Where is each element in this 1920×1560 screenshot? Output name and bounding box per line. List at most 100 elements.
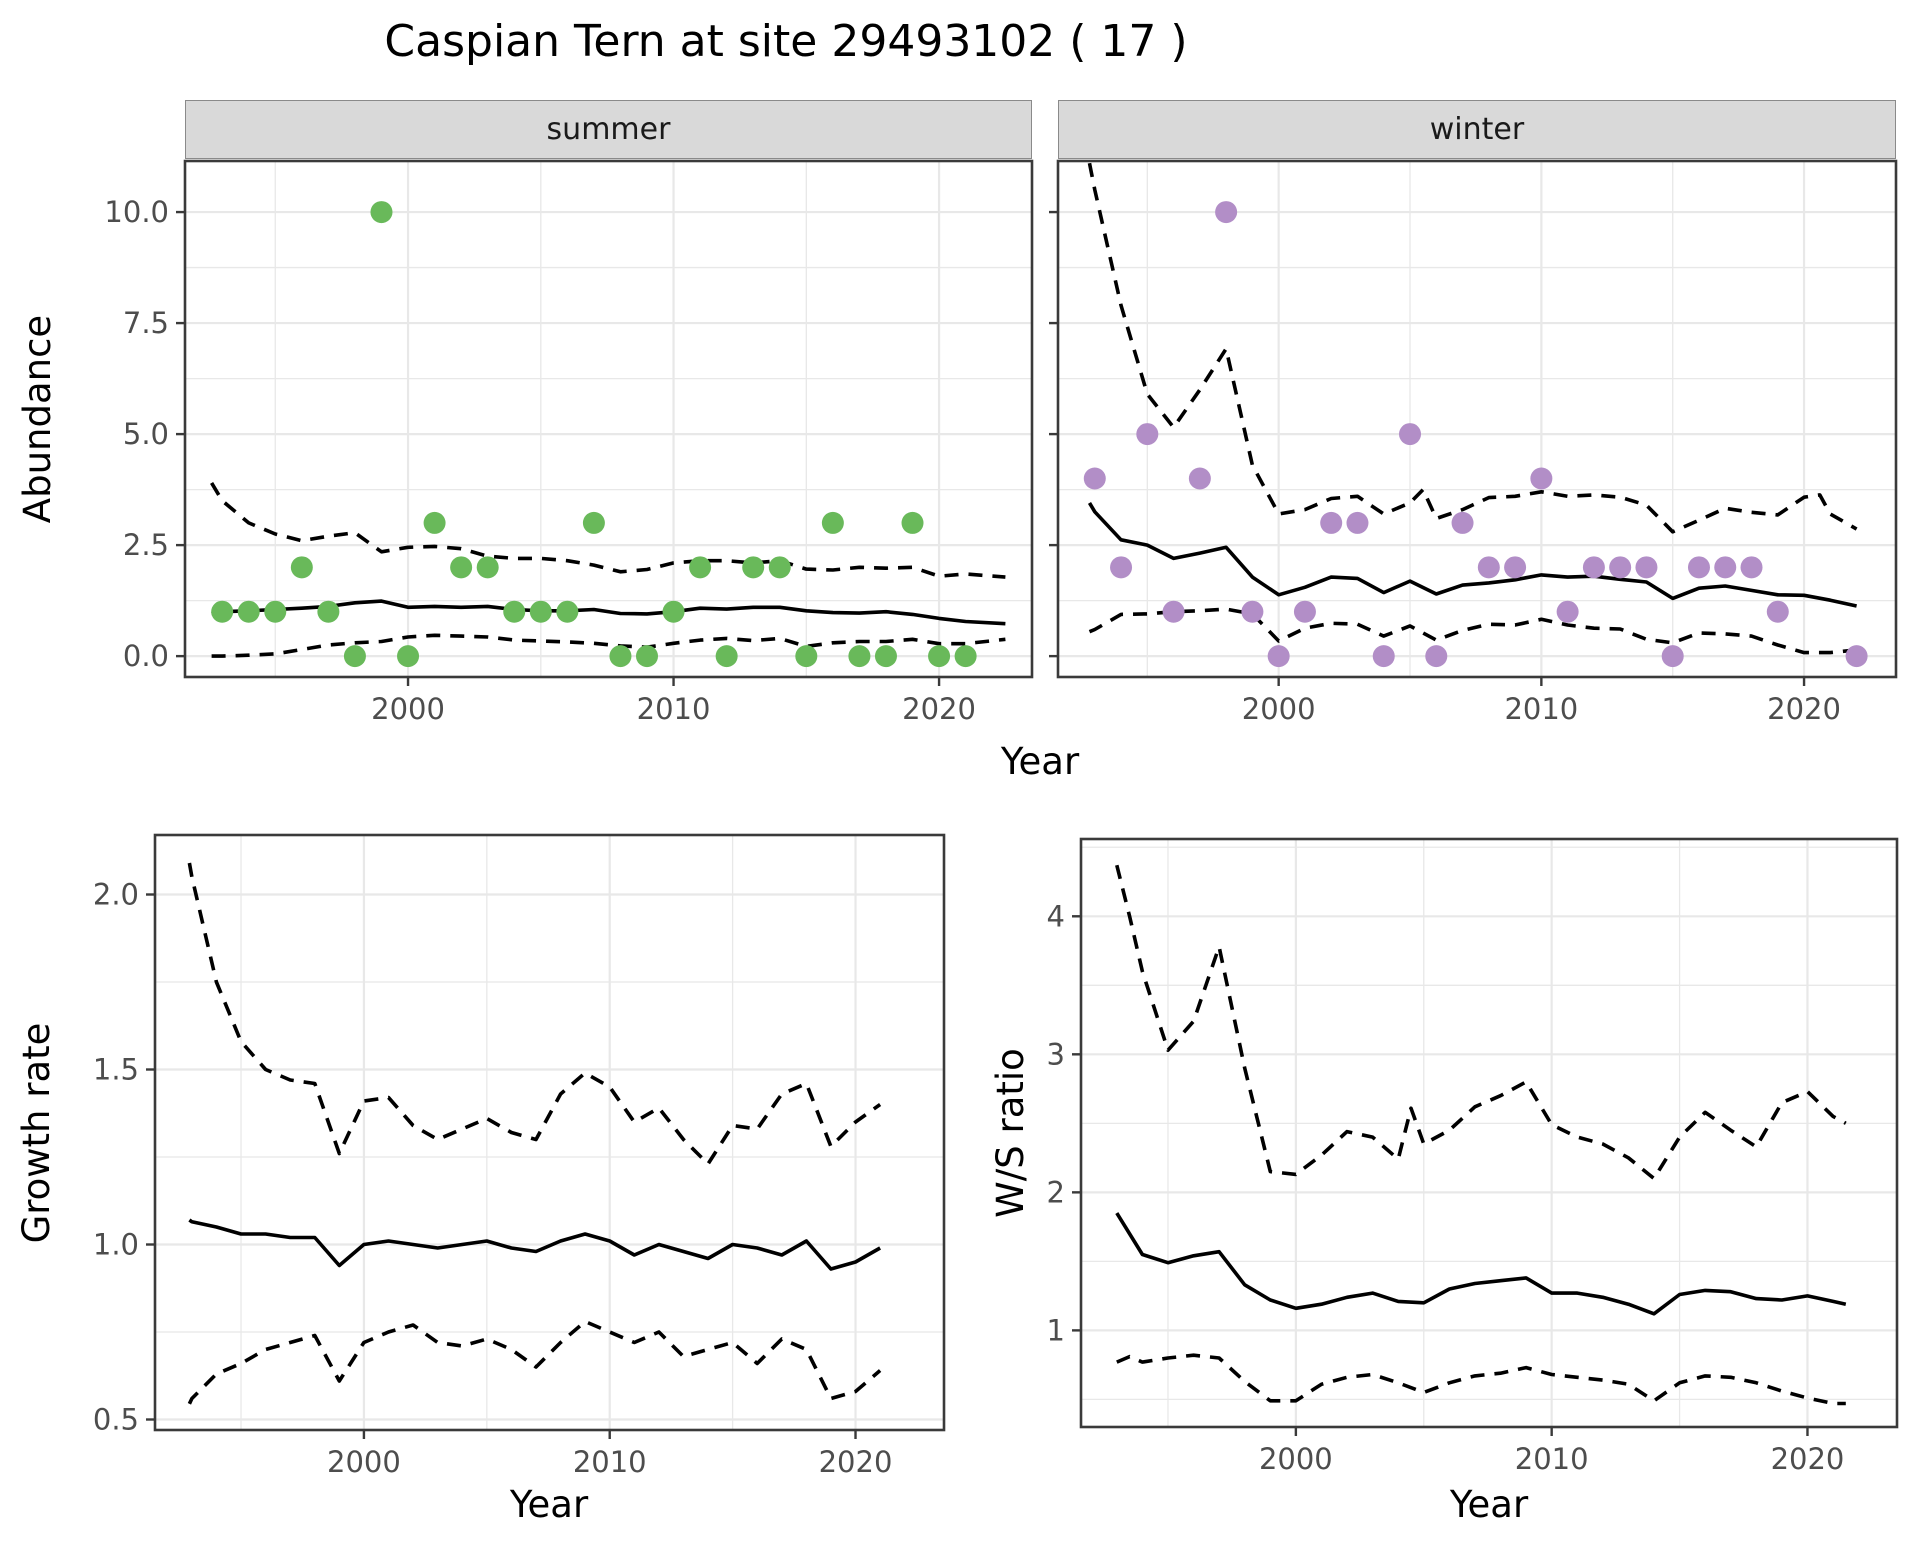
x-tick-label: 2020 [1771, 1442, 1845, 1476]
abundance-summer-data-point [317, 600, 340, 623]
y-tick-label: 2.5 [123, 528, 169, 562]
abundance-summer-panel-bg [185, 161, 1032, 677]
growth-rate-ci-line [187, 1319, 882, 1405]
x-tick-label: 2020 [1767, 692, 1841, 726]
ws-ratio-ci-line [1116, 1353, 1846, 1406]
abundance-summer-data-point [556, 600, 579, 623]
abundance-summer-ci-line [211, 633, 1006, 658]
abundance-winter-data-point [1293, 600, 1316, 623]
facet-strip-winter: winter [1058, 100, 1896, 159]
growth-rate-panel-bg [155, 835, 944, 1430]
abundance-winter-data-point [1766, 600, 1789, 623]
y-tick-label: 2.0 [93, 878, 139, 912]
abundance-winter-data-point [1530, 467, 1553, 490]
abundance-summer-data-point [715, 645, 738, 668]
x-tick-label: 2020 [819, 1445, 893, 1479]
y-tick-label: 10.0 [104, 195, 169, 229]
abundance-winter-data-point [1346, 511, 1369, 534]
x-axis-title-year-growth: Year [509, 1483, 589, 1526]
abundance-summer-data-point [343, 645, 366, 668]
abundance-winter-data-point [1609, 556, 1632, 579]
x-tick-label: 2010 [1515, 1442, 1589, 1476]
abundance-summer-data-point [768, 556, 791, 579]
abundance-summer-data-point [662, 600, 685, 623]
abundance-winter-data-point [1451, 511, 1474, 534]
abundance-summer-data-point [582, 511, 605, 534]
abundance-winter-data-point [1582, 556, 1605, 579]
abundance-winter-data-point [1162, 600, 1185, 623]
y-tick-label: 1.5 [93, 1053, 139, 1087]
abundance-summer-data-point [901, 511, 924, 534]
abundance-summer-data-point [795, 645, 818, 668]
chart-title: Caspian Tern at site 29493102 ( 17 ) [384, 16, 1188, 67]
abundance-winter-data-point [1740, 556, 1763, 579]
abundance-winter-data-point [1556, 600, 1579, 623]
abundance-winter-ci-line [1087, 162, 1858, 534]
abundance-summer-data-point [264, 600, 287, 623]
abundance-summer-data-point [397, 645, 420, 668]
x-axis-title-year-ws: Year [1449, 1483, 1529, 1526]
abundance-winter-panel-border [1056, 159, 1898, 679]
abundance-summer-data-point [237, 600, 260, 623]
ws-ratio-panel-border [1079, 837, 1899, 1429]
abundance-winter-data-point [1241, 600, 1264, 623]
abundance-winter-data-point [1136, 423, 1159, 446]
abundance-summer-data-point [821, 511, 844, 534]
abundance-winter-data-point [1425, 645, 1448, 668]
abundance-winter-data-point [1110, 556, 1133, 579]
abundance-winter-data-point [1661, 645, 1684, 668]
growth-rate-ci-line [187, 862, 882, 1166]
y-tick-label: 2 [1047, 1175, 1065, 1209]
x-tick-label: 2010 [1504, 692, 1578, 726]
growth-rate-panel-border [153, 833, 946, 1432]
x-tick-label: 2010 [573, 1445, 647, 1479]
abundance-summer-ci-line [210, 481, 1006, 579]
abundance-summer-data-point [450, 556, 473, 579]
growth-rate-median-line [188, 1218, 881, 1271]
x-axis-title-year-top: Year [1000, 740, 1080, 783]
y-tick-label: 1.0 [93, 1228, 139, 1262]
abundance-summer-data-point [609, 645, 632, 668]
abundance-summer-data-point [423, 511, 446, 534]
abundance-summer-data-point [290, 556, 313, 579]
abundance-summer-data-point [529, 600, 552, 623]
y-tick-label: 5.0 [123, 417, 169, 451]
abundance-winter-data-point [1083, 467, 1106, 490]
abundance-summer-data-point [636, 645, 658, 668]
abundance-summer-data-point [928, 645, 951, 668]
facet-strip-winter-label: winter [1429, 112, 1525, 147]
abundance-winter-data-point [1845, 645, 1868, 668]
y-tick-label: 0.0 [123, 639, 169, 673]
abundance-winter-data-point [1215, 201, 1238, 224]
facet-strip-summer: summer [185, 100, 1032, 159]
abundance-winter-data-point [1477, 556, 1500, 579]
y-tick-label: 1 [1047, 1313, 1065, 1347]
abundance-summer-data-point [503, 600, 526, 623]
abundance-summer-data-point [954, 645, 977, 668]
abundance-winter-panel-bg [1058, 161, 1896, 677]
abundance-winter-data-point [1267, 645, 1290, 668]
abundance-winter-data-point [1635, 556, 1658, 579]
abundance-winter-data-point [1372, 645, 1395, 668]
ws-ratio-ci-line [1115, 864, 1847, 1181]
abundance-summer-data-point [742, 556, 765, 579]
abundance-winter-median-line [1087, 501, 1857, 608]
x-tick-label: 2000 [327, 1445, 401, 1479]
x-tick-label: 2000 [1242, 692, 1316, 726]
abundance-winter-data-point [1687, 556, 1710, 579]
abundance-summer-data-point [370, 201, 393, 224]
abundance-summer-data-point [848, 645, 871, 668]
abundance-winter-data-point [1714, 556, 1737, 579]
abundance-summer-data-point [211, 600, 234, 623]
abundance-summer-data-point [874, 645, 897, 668]
abundance-summer-data-point [476, 556, 499, 579]
y-tick-label: 7.5 [123, 306, 169, 340]
abundance-winter-data-point [1188, 467, 1211, 490]
abundance-winter-data-point [1320, 511, 1343, 534]
abundance-winter-data-point [1504, 556, 1527, 579]
y-tick-label: 4 [1047, 899, 1065, 933]
abundance-summer-data-point [689, 556, 712, 579]
facet-strip-summer-label: summer [546, 112, 671, 147]
x-tick-label: 2020 [902, 692, 976, 726]
